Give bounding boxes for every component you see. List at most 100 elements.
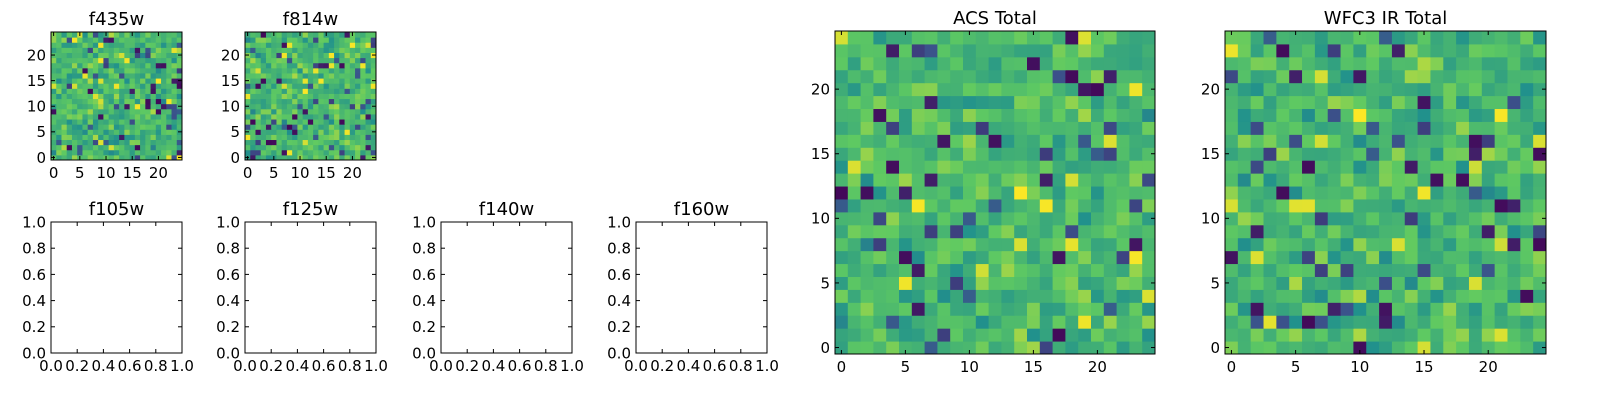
heatmap-cell xyxy=(873,43,887,58)
heatmap-cell xyxy=(1417,95,1431,110)
y-tick-label: 0.2 xyxy=(216,318,240,336)
panel-title: f105w xyxy=(89,199,144,220)
heatmap-cell xyxy=(1129,328,1143,342)
heatmap-cell xyxy=(1263,198,1277,213)
heatmap-cell xyxy=(255,93,262,100)
heatmap-cell xyxy=(176,119,183,125)
heatmap-cell xyxy=(886,69,900,84)
heatmap-cell xyxy=(255,113,262,120)
heatmap-cell xyxy=(860,108,874,122)
heatmap-cell xyxy=(281,78,288,84)
heatmap-cell xyxy=(113,134,120,141)
heatmap-cell xyxy=(98,42,104,48)
heatmap-cell xyxy=(307,47,314,53)
heatmap-cell xyxy=(92,93,99,100)
heatmap-cell xyxy=(860,186,874,200)
heatmap-cell xyxy=(155,37,162,43)
heatmap-cell xyxy=(988,121,1002,135)
y-tick-label: 0.8 xyxy=(607,240,631,258)
heatmap-cell xyxy=(1142,43,1156,58)
heatmap-cell xyxy=(171,113,178,120)
heatmap-cell xyxy=(318,42,325,48)
heatmap-cell xyxy=(323,129,330,135)
heatmap-cell xyxy=(281,124,288,130)
heatmap-cell xyxy=(155,72,162,79)
heatmap-cell xyxy=(1001,31,1015,45)
heatmap-cell xyxy=(108,83,115,89)
heatmap-cell xyxy=(847,56,862,71)
heatmap-cell xyxy=(56,78,62,84)
heatmap-cell xyxy=(77,47,83,53)
heatmap-cell xyxy=(150,83,157,89)
heatmap-cell xyxy=(271,139,277,146)
heatmap-cell xyxy=(265,67,272,74)
heatmap-cell xyxy=(286,42,293,48)
heatmap-cell xyxy=(1443,43,1457,58)
heatmap-cell xyxy=(155,149,162,156)
heatmap-cell xyxy=(134,144,141,151)
heatmap-cell xyxy=(176,149,183,156)
heatmap-cell xyxy=(1276,134,1290,148)
heatmap-cell xyxy=(265,154,272,161)
heatmap-cell xyxy=(334,88,340,94)
heatmap-cell xyxy=(260,72,267,79)
heatmap-cell xyxy=(1468,276,1483,290)
heatmap-cell xyxy=(988,198,1002,213)
heatmap-cell xyxy=(1263,224,1277,239)
heatmap-cell xyxy=(302,42,309,48)
heatmap-cell xyxy=(1289,302,1303,316)
heatmap-cell xyxy=(1065,211,1079,226)
heatmap-cell xyxy=(1456,198,1470,213)
heatmap-cell xyxy=(1250,186,1265,200)
heatmap-cell xyxy=(108,52,115,59)
heatmap-cell xyxy=(98,47,104,53)
heatmap-cell xyxy=(344,149,351,156)
heatmap-cell xyxy=(1052,250,1066,265)
heatmap-cell xyxy=(82,32,89,38)
axes-frame xyxy=(50,31,183,161)
heatmap-cell xyxy=(1052,224,1066,239)
heatmap-cell xyxy=(150,144,157,151)
heatmap-cell xyxy=(161,67,167,74)
heatmap-cell xyxy=(847,211,862,226)
heatmap-cell xyxy=(87,52,94,59)
heatmap-cell xyxy=(1443,186,1457,200)
heatmap-cell xyxy=(344,129,351,135)
heatmap-cell xyxy=(313,42,319,48)
heatmap-cell xyxy=(1225,224,1239,239)
heatmap-cell xyxy=(161,47,167,53)
heatmap-cell xyxy=(307,98,314,105)
heatmap-cell xyxy=(119,62,125,69)
heatmap-cell xyxy=(1443,69,1457,84)
heatmap-cell xyxy=(835,237,849,252)
heatmap-cell xyxy=(988,31,1002,45)
heatmap-cell xyxy=(56,113,62,120)
heatmap-cell xyxy=(1417,56,1431,71)
heatmap-cell xyxy=(963,341,977,355)
heatmap-cell xyxy=(276,129,283,135)
heatmap-cell xyxy=(145,119,152,125)
heatmap-cell xyxy=(271,52,277,59)
heatmap-cell xyxy=(318,149,325,156)
heatmap-cell xyxy=(1404,121,1419,135)
heatmap-cell xyxy=(119,32,125,38)
heatmap-cell xyxy=(1520,250,1534,265)
heatmap-cell xyxy=(1456,134,1470,148)
heatmap-cell xyxy=(1366,263,1380,277)
heatmap-cell xyxy=(276,52,283,59)
heatmap-cell xyxy=(1404,328,1419,342)
heatmap-cell xyxy=(1027,43,1041,58)
heatmap-cell xyxy=(260,42,267,48)
x-tick-label: 0.0 xyxy=(39,357,63,375)
heatmap-cell xyxy=(860,289,874,303)
heatmap-cell xyxy=(975,315,990,329)
heatmap-cell xyxy=(847,186,862,200)
heatmap-cell xyxy=(1237,56,1252,71)
heatmap-cell xyxy=(1430,134,1444,148)
heatmap-cell xyxy=(873,341,887,355)
heatmap-cell xyxy=(166,88,173,94)
heatmap-cell xyxy=(1430,211,1444,226)
heatmap-cell xyxy=(988,82,1002,97)
heatmap-cell xyxy=(103,62,110,69)
heatmap-cell xyxy=(349,37,356,43)
